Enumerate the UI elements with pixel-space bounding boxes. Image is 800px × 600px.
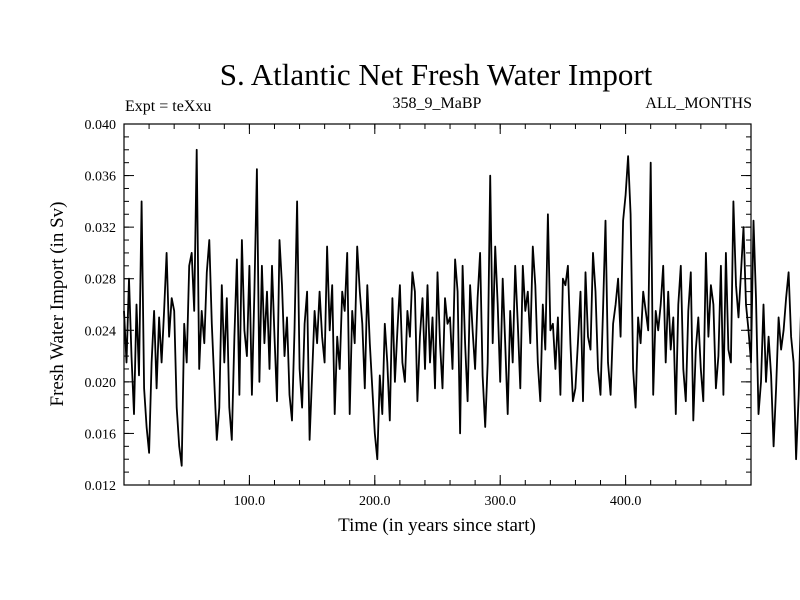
x-tick-label: 300.0 <box>484 494 516 509</box>
y-tick-label: 0.028 <box>85 273 117 288</box>
plot-area <box>123 148 800 467</box>
y-tick-label: 0.036 <box>85 170 117 185</box>
x-tick-label: 400.0 <box>610 494 642 509</box>
y-tick-label: 0.040 <box>85 118 117 133</box>
x-tick-label: 100.0 <box>234 494 266 509</box>
y-axis-label: Fresh Water Import (in Sv) <box>47 202 68 407</box>
x-axis-label: Time (in years since start) <box>338 515 536 536</box>
right-label: ALL_MONTHS <box>645 95 752 112</box>
axis-ticks <box>123 123 752 486</box>
y-tick-label: 0.016 <box>85 427 117 442</box>
x-tick-label: 200.0 <box>359 494 391 509</box>
series-line-1 <box>123 148 800 467</box>
center-label: 358_9_MaBP <box>393 95 482 112</box>
y-tick-label: 0.024 <box>85 324 117 339</box>
expt-label: Expt = teXxu <box>125 98 211 115</box>
y-tick-label: 0.012 <box>85 479 117 494</box>
chart-title: S. Atlantic Net Fresh Water Import <box>220 57 653 92</box>
y-tick-label: 0.020 <box>85 376 117 391</box>
y-tick-label: 0.032 <box>85 221 117 236</box>
tick-labels: 0.012 0.016 0.020 0.024 0.028 0.032 0.036 0.040… <box>85 118 642 509</box>
